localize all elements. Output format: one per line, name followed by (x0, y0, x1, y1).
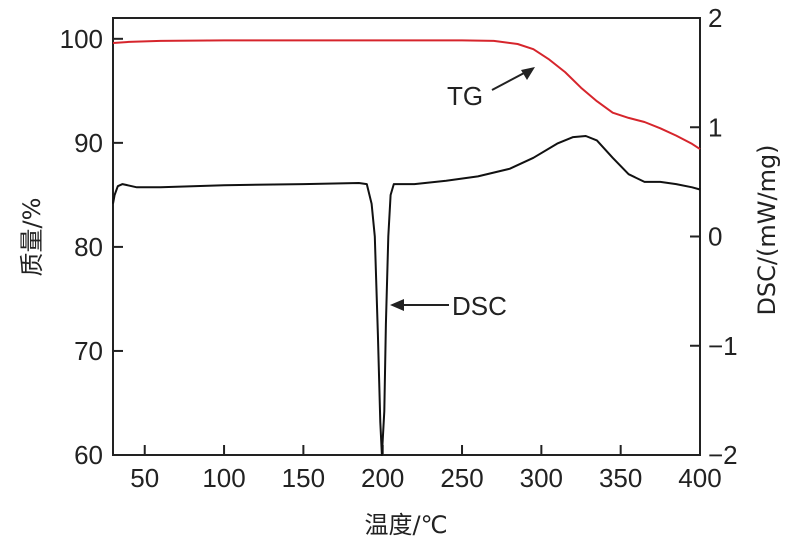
annotation-tg-arrowhead (521, 67, 535, 80)
annotation-tg-arrow-line (491, 71, 527, 91)
y-right-tick-label-2: 0 (708, 222, 722, 252)
series-layer (112, 39, 701, 456)
y-left-axis-title: 质量/% (18, 198, 46, 277)
y-right-tick-label-4: 2 (708, 3, 722, 33)
annotation-tg-label: TG (447, 81, 483, 111)
x-tick-label-250: 250 (440, 463, 483, 493)
y-left-tick-label-100: 100 (60, 24, 103, 54)
y-right-axis-title: DSC/(mW/mg) (753, 144, 781, 315)
y-right-tick-label-0: −2 (708, 440, 738, 470)
y-left-tick-label-60: 60 (74, 440, 103, 470)
y-right-tick-label-1: −1 (708, 331, 738, 361)
y-left-tick-label-70: 70 (74, 336, 103, 366)
dsc-series-line (112, 135, 701, 456)
annotation-dsc-arrowhead (390, 299, 404, 311)
y-left-tick-label-80: 80 (74, 232, 103, 262)
x-tick-label-150: 150 (282, 463, 325, 493)
x-tick-label-400: 400 (678, 463, 721, 493)
y-right-tick-label-3: 1 (708, 112, 722, 142)
annotation-dsc-label: DSC (452, 291, 507, 321)
ticks-layer: 50 100 150 200 250 300 350 400 60 70 80 90 100 −2 −1 0 1… (60, 3, 738, 493)
x-tick-label-50: 50 (130, 463, 159, 493)
x-tick-label-350: 350 (599, 463, 642, 493)
x-axis-title: 温度/℃ (364, 511, 447, 539)
x-tick-label-200: 200 (361, 463, 404, 493)
tg-series-line (112, 39, 701, 150)
x-tick-label-300: 300 (520, 463, 563, 493)
y-left-tick-label-90: 90 (74, 128, 103, 158)
x-tick-label-100: 100 (202, 463, 245, 493)
plot-frame (112, 17, 701, 456)
